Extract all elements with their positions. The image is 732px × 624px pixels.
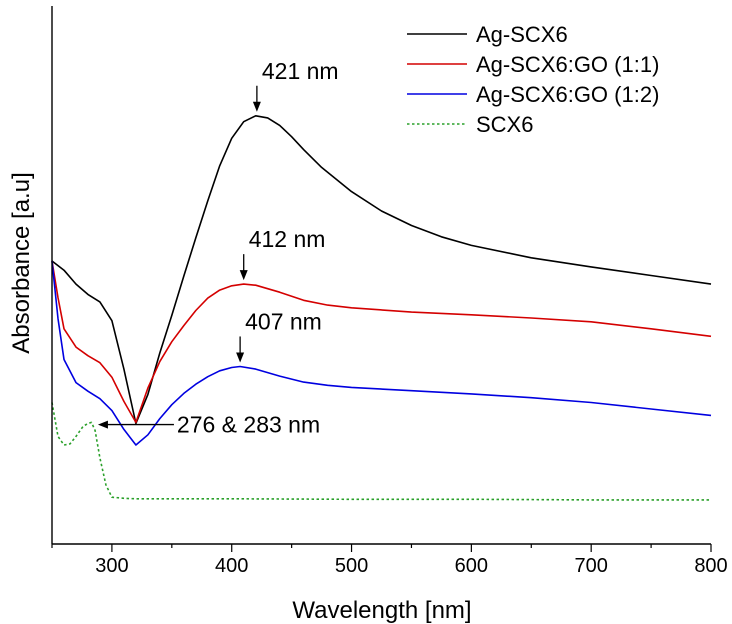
- legend: Ag-SCX6 Ag-SCX6:GO (1:1) Ag-SCX6:GO (1:2) S…: [407, 22, 659, 137]
- legend-label: Ag-SCX6: [476, 22, 568, 47]
- y-axis-title: Absorbance [a.u]: [8, 172, 35, 353]
- x-tick-label: 300: [95, 555, 128, 577]
- annotation-label: 412 nm: [249, 226, 326, 252]
- series-layer: [51, 115, 712, 501]
- x-tick-label: 600: [455, 555, 488, 577]
- series-line: [51, 402, 711, 501]
- annotation-label: 407 nm: [245, 308, 322, 334]
- annotation-label: 276 & 283 nm: [177, 412, 320, 438]
- series-line: [51, 260, 712, 446]
- annotation-arrowhead: [97, 420, 108, 429]
- x-tick-label: 700: [574, 555, 607, 577]
- annotation-layer: 421 nm 412 nm 407 nm 276 & 283 nm: [97, 58, 339, 438]
- x-tick-label: 400: [215, 555, 248, 577]
- x-tick-label: 500: [335, 555, 368, 577]
- axes-layer: 300 400 500 600 700 800: [51, 6, 728, 577]
- x-axis-title: Wavelength [nm]: [292, 597, 471, 624]
- annotation-arrowhead: [252, 101, 261, 112]
- series-line: [51, 260, 712, 424]
- annotation-label: 421 nm: [262, 58, 339, 84]
- x-tick-label: 800: [694, 555, 727, 577]
- legend-label: SCX6: [476, 112, 533, 137]
- legend-label: Ag-SCX6:GO (1:2): [476, 82, 659, 107]
- annotation-arrowhead: [239, 270, 248, 281]
- series-line: [51, 115, 712, 425]
- annotation-arrowhead: [236, 352, 245, 363]
- legend-label: Ag-SCX6:GO (1:1): [476, 52, 659, 77]
